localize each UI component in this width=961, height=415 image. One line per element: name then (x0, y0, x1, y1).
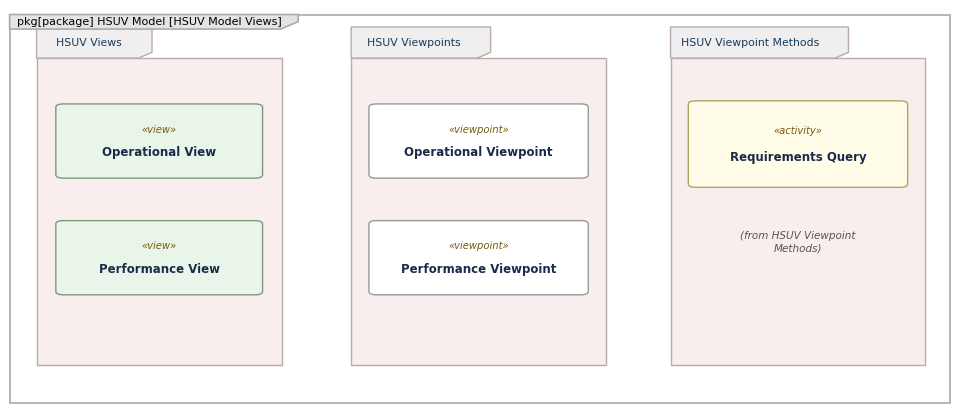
Text: «viewpoint»: «viewpoint» (448, 241, 508, 251)
FancyBboxPatch shape (351, 58, 605, 365)
FancyBboxPatch shape (37, 58, 282, 365)
Text: Requirements Query: Requirements Query (728, 151, 866, 164)
FancyBboxPatch shape (368, 104, 587, 178)
Text: HSUV Views: HSUV Views (56, 37, 121, 48)
FancyBboxPatch shape (10, 15, 949, 403)
FancyBboxPatch shape (56, 221, 262, 295)
FancyBboxPatch shape (56, 104, 262, 178)
Polygon shape (10, 15, 298, 29)
Polygon shape (670, 27, 848, 58)
Text: «viewpoint»: «viewpoint» (448, 124, 508, 134)
Text: Operational View: Operational View (102, 146, 216, 159)
Text: Performance View: Performance View (99, 263, 219, 276)
Text: «view»: «view» (141, 241, 177, 251)
Text: Operational Viewpoint: Operational Viewpoint (404, 146, 553, 159)
Polygon shape (351, 27, 490, 58)
Text: «view»: «view» (141, 124, 177, 134)
Text: HSUV Viewpoint Methods: HSUV Viewpoint Methods (680, 37, 819, 48)
Polygon shape (37, 27, 152, 58)
FancyBboxPatch shape (670, 58, 924, 365)
Text: Performance Viewpoint: Performance Viewpoint (401, 263, 555, 276)
Text: «activity»: «activity» (773, 125, 822, 136)
Text: pkg[package] HSUV Model [HSUV Model Views]: pkg[package] HSUV Model [HSUV Model View… (17, 17, 282, 27)
Text: HSUV Viewpoints: HSUV Viewpoints (367, 37, 460, 48)
FancyBboxPatch shape (368, 221, 587, 295)
FancyBboxPatch shape (687, 101, 907, 187)
Text: (from HSUV Viewpoint
Methods): (from HSUV Viewpoint Methods) (739, 231, 855, 254)
